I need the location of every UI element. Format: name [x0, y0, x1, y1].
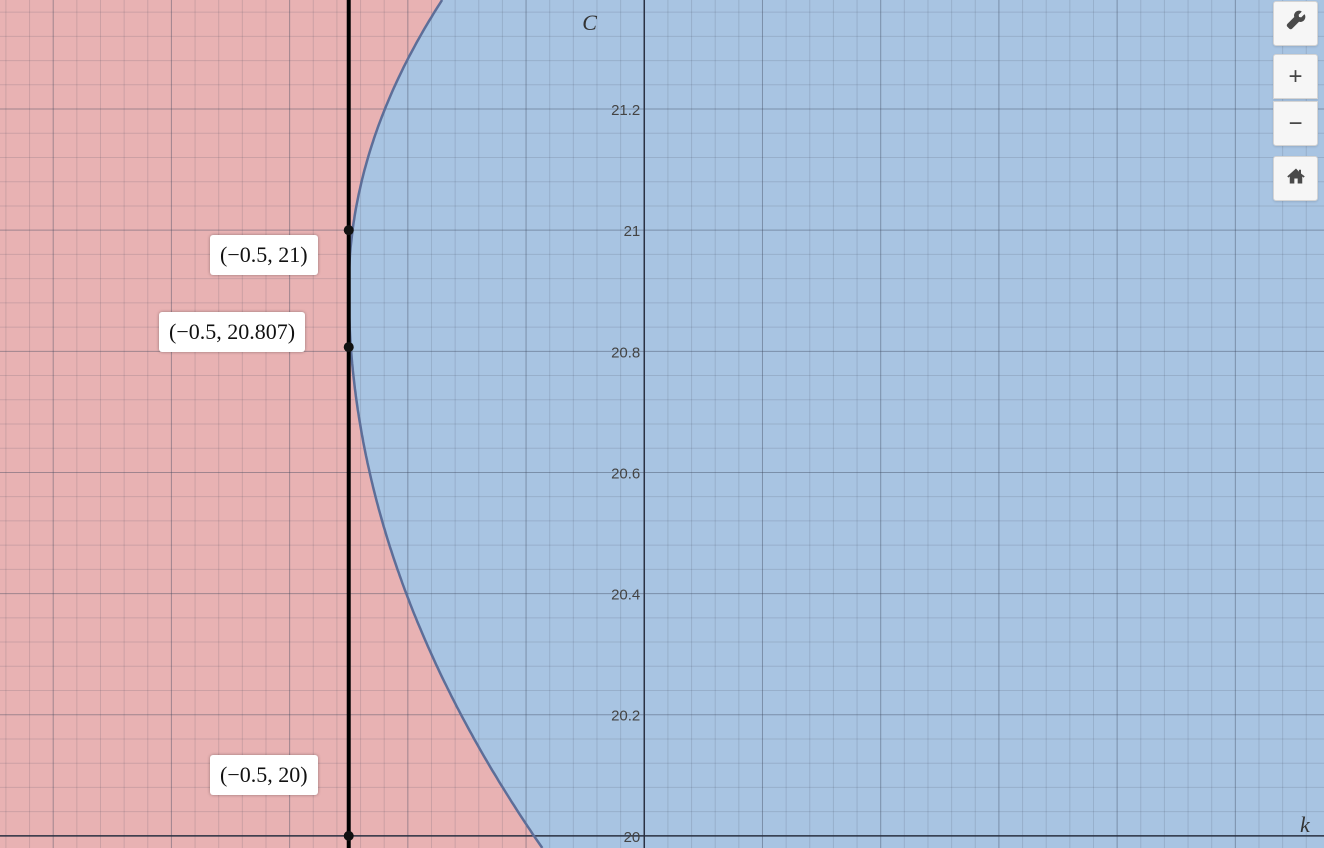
- y-tick-label: 20.8: [611, 344, 640, 361]
- outside-region: [0, 0, 543, 848]
- inside-region: [348, 0, 1324, 848]
- y-tick-label: 21.2: [611, 102, 640, 119]
- wrench-icon: [1285, 9, 1307, 38]
- point-label-21[interactable]: (−0.5, 21): [210, 235, 318, 275]
- y-tick-label: 21: [624, 223, 641, 240]
- point-markers: [343, 225, 354, 841]
- point-marker[interactable]: [343, 830, 354, 841]
- y-tick-labels: 20 20.2 20.4 20.6 20.8 21 21.2: [611, 102, 640, 846]
- c-axis-name: C: [582, 10, 597, 35]
- zoom-in-button[interactable]: +: [1273, 54, 1318, 99]
- y-tick-label: 20: [624, 829, 641, 846]
- point-marker[interactable]: [343, 225, 354, 236]
- point-label-20[interactable]: (−0.5, 20): [210, 755, 318, 795]
- y-tick-label: 20.6: [611, 465, 640, 482]
- y-tick-label: 20.2: [611, 708, 640, 725]
- home-icon: [1286, 165, 1306, 193]
- settings-button[interactable]: [1273, 1, 1318, 46]
- point-marker[interactable]: [343, 342, 354, 353]
- zoom-in-label: +: [1288, 62, 1303, 90]
- home-button[interactable]: [1273, 156, 1318, 201]
- k-axis-name: k: [1300, 812, 1311, 837]
- point-label-20-807[interactable]: (−0.5, 20.807): [159, 312, 306, 352]
- zoom-out-label: −: [1288, 109, 1303, 137]
- y-tick-label: 20.4: [611, 587, 640, 604]
- boundary-curve: [347, 0, 544, 848]
- zoom-out-button[interactable]: −: [1273, 101, 1318, 146]
